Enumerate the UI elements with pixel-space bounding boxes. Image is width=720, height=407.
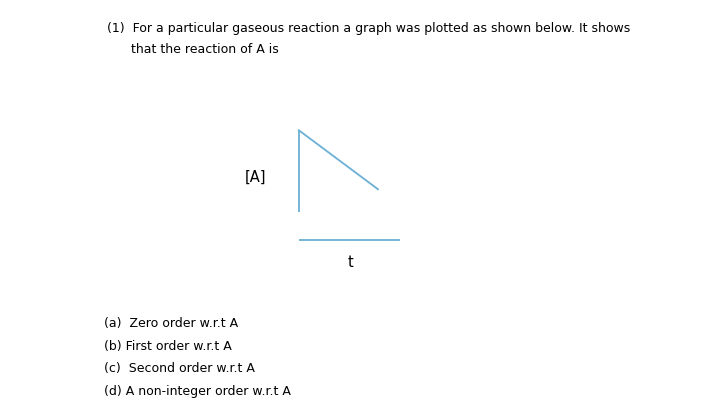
Text: t: t — [348, 255, 354, 270]
Text: (c)  Second order w.r.t A: (c) Second order w.r.t A — [104, 362, 256, 375]
Text: (b) First order w.r.t A: (b) First order w.r.t A — [104, 340, 232, 353]
Text: that the reaction of A is: that the reaction of A is — [107, 43, 279, 56]
Text: (1)  For a particular gaseous reaction a graph was plotted as shown below. It sh: (1) For a particular gaseous reaction a … — [107, 22, 630, 35]
Text: (d) A non-integer order w.r.t A: (d) A non-integer order w.r.t A — [104, 385, 292, 398]
Text: (a)  Zero order w.r.t A: (a) Zero order w.r.t A — [104, 317, 238, 330]
Text: [A]: [A] — [245, 170, 266, 184]
